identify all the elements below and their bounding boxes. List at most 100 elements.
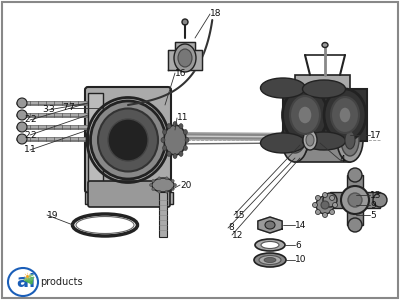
Ellipse shape xyxy=(322,212,328,217)
Ellipse shape xyxy=(322,43,328,47)
Ellipse shape xyxy=(341,186,369,214)
Ellipse shape xyxy=(17,110,27,120)
Text: 16: 16 xyxy=(175,68,186,77)
Ellipse shape xyxy=(337,118,363,162)
Ellipse shape xyxy=(165,177,168,180)
Ellipse shape xyxy=(150,184,152,187)
Bar xyxy=(330,192,380,208)
Text: a: a xyxy=(16,273,28,291)
Text: ☀: ☀ xyxy=(22,272,31,282)
Ellipse shape xyxy=(161,137,165,142)
Text: 3: 3 xyxy=(42,106,48,115)
Ellipse shape xyxy=(303,130,317,150)
Ellipse shape xyxy=(331,97,359,133)
Ellipse shape xyxy=(282,88,328,142)
Ellipse shape xyxy=(330,195,334,200)
Ellipse shape xyxy=(179,152,183,156)
Polygon shape xyxy=(24,280,33,284)
Text: 1: 1 xyxy=(30,146,36,154)
Bar xyxy=(85,192,173,204)
Ellipse shape xyxy=(321,201,329,209)
Bar xyxy=(295,118,350,162)
Ellipse shape xyxy=(341,124,359,156)
Text: 10: 10 xyxy=(295,256,306,265)
Ellipse shape xyxy=(316,196,334,214)
Ellipse shape xyxy=(173,122,177,127)
Ellipse shape xyxy=(312,202,318,208)
Ellipse shape xyxy=(285,127,305,153)
Ellipse shape xyxy=(345,131,355,149)
Bar xyxy=(283,88,328,143)
Text: 19: 19 xyxy=(47,211,58,220)
Text: 5: 5 xyxy=(370,211,376,220)
Ellipse shape xyxy=(330,210,334,214)
Text: i: i xyxy=(28,273,34,291)
Ellipse shape xyxy=(108,119,148,161)
Ellipse shape xyxy=(163,130,167,134)
Ellipse shape xyxy=(298,106,312,124)
Ellipse shape xyxy=(174,184,176,187)
Ellipse shape xyxy=(163,146,167,151)
Text: 17: 17 xyxy=(370,130,382,140)
Text: 11: 11 xyxy=(177,113,188,122)
Polygon shape xyxy=(24,277,34,280)
Ellipse shape xyxy=(332,202,338,208)
Ellipse shape xyxy=(171,179,174,182)
Ellipse shape xyxy=(152,188,155,190)
Ellipse shape xyxy=(324,89,366,141)
Ellipse shape xyxy=(339,107,351,123)
Text: 2: 2 xyxy=(24,130,30,140)
Text: 6: 6 xyxy=(295,241,301,250)
Ellipse shape xyxy=(165,190,168,193)
Ellipse shape xyxy=(306,134,314,146)
Ellipse shape xyxy=(348,218,362,232)
Text: 13: 13 xyxy=(370,190,382,200)
Ellipse shape xyxy=(302,132,346,150)
Ellipse shape xyxy=(260,78,306,98)
Ellipse shape xyxy=(17,98,27,108)
Text: 20: 20 xyxy=(180,181,191,190)
Ellipse shape xyxy=(255,239,285,251)
Ellipse shape xyxy=(183,130,187,134)
Ellipse shape xyxy=(152,178,174,192)
Text: 15: 15 xyxy=(234,211,246,220)
Ellipse shape xyxy=(167,124,171,129)
Text: 8: 8 xyxy=(228,224,234,232)
Ellipse shape xyxy=(164,125,186,155)
Ellipse shape xyxy=(261,242,279,248)
Ellipse shape xyxy=(282,118,308,162)
Ellipse shape xyxy=(316,195,320,200)
Ellipse shape xyxy=(259,256,281,265)
Text: 9: 9 xyxy=(370,200,376,209)
Ellipse shape xyxy=(183,146,187,151)
Ellipse shape xyxy=(290,96,320,134)
Text: 2: 2 xyxy=(30,116,36,124)
Bar xyxy=(295,75,350,95)
Polygon shape xyxy=(168,42,202,70)
Ellipse shape xyxy=(265,221,275,229)
Polygon shape xyxy=(24,275,33,280)
Bar xyxy=(324,89,367,141)
Polygon shape xyxy=(258,217,282,233)
Ellipse shape xyxy=(254,253,286,267)
Ellipse shape xyxy=(322,193,328,197)
Text: 2: 2 xyxy=(24,116,30,124)
Ellipse shape xyxy=(373,193,387,207)
Text: 18: 18 xyxy=(210,10,222,19)
Text: 7: 7 xyxy=(62,103,68,112)
FancyBboxPatch shape xyxy=(88,181,170,207)
Ellipse shape xyxy=(185,137,189,142)
Text: 2: 2 xyxy=(30,130,36,140)
Ellipse shape xyxy=(152,179,155,182)
Ellipse shape xyxy=(90,101,166,179)
Ellipse shape xyxy=(179,124,183,129)
Ellipse shape xyxy=(171,188,174,190)
Ellipse shape xyxy=(264,257,276,262)
Text: 4: 4 xyxy=(340,155,346,164)
FancyBboxPatch shape xyxy=(85,87,171,193)
Ellipse shape xyxy=(178,49,192,67)
Ellipse shape xyxy=(348,193,362,207)
Ellipse shape xyxy=(98,109,158,172)
Ellipse shape xyxy=(8,268,38,296)
Text: 12: 12 xyxy=(232,230,243,239)
